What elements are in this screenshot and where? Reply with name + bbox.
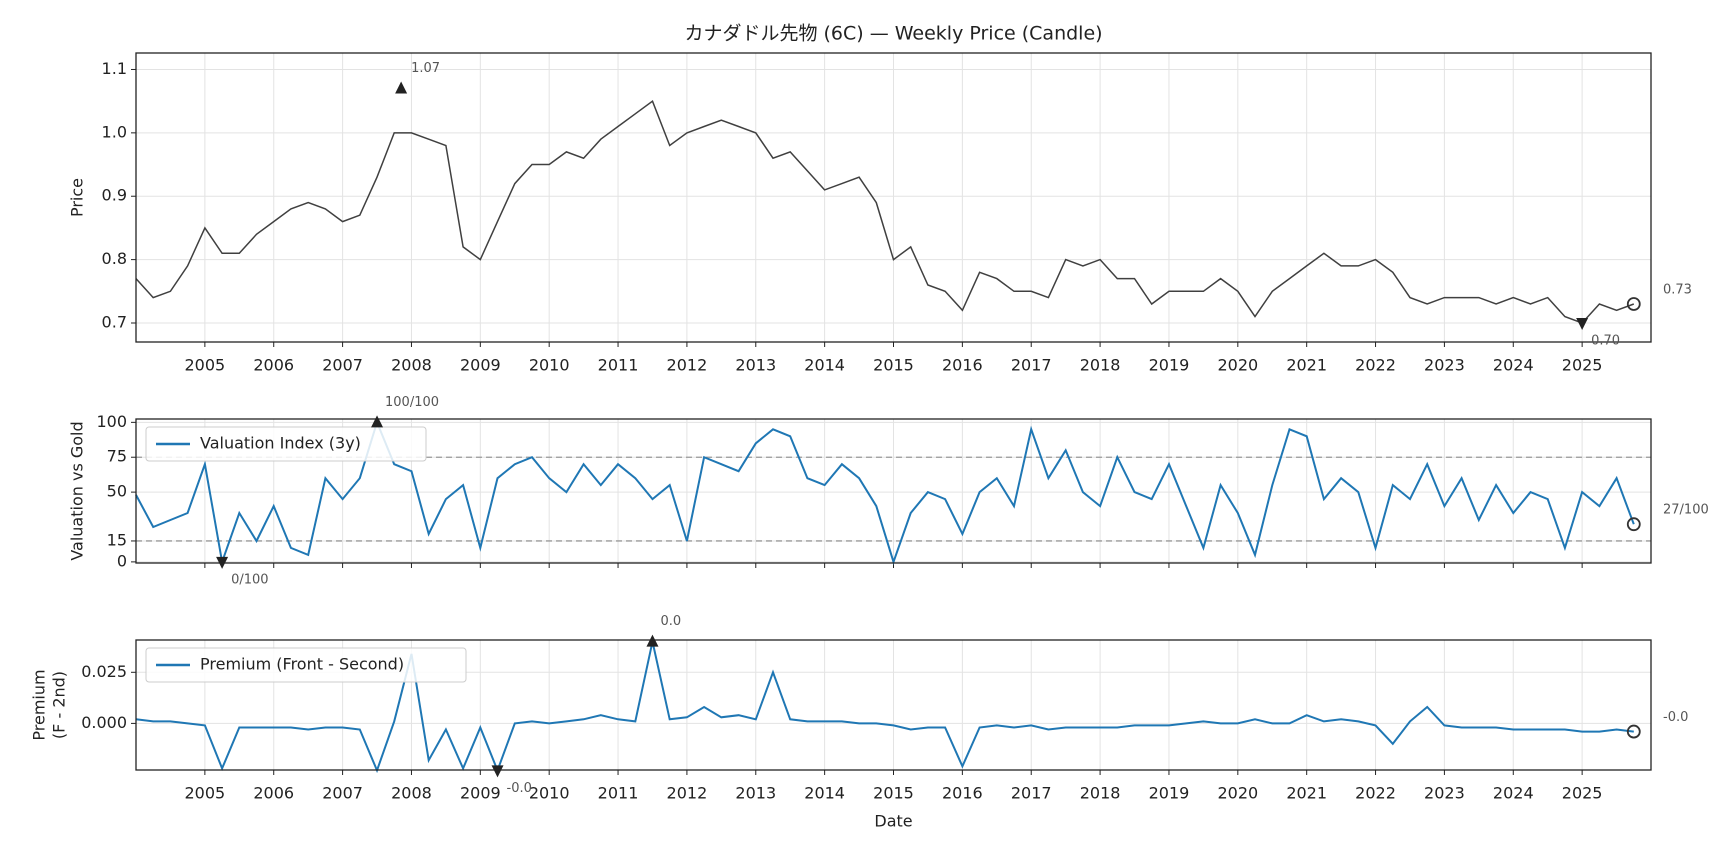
chart-title: カナダドル先物 (6C) — Weekly Price (Candle) (684, 23, 1102, 45)
annotation-label: 0/100 (231, 572, 268, 587)
y-tick-label: 1.0 (102, 122, 127, 141)
x-tick-label: 2010 (529, 784, 570, 803)
x-tick-label: 2025 (1562, 784, 1603, 803)
x-tick-label: 2006 (253, 784, 294, 803)
x-tick-label: 2009 (460, 356, 501, 375)
x-tick-label: 2006 (253, 356, 294, 375)
x-tick-label: 2022 (1355, 356, 1396, 375)
legend: Premium (Front - Second) (145, 647, 467, 683)
x-tick-label: 2013 (735, 784, 776, 803)
y-tick-label: 0.9 (102, 186, 127, 205)
annotation-marker (1626, 297, 1641, 311)
x-tick-label: 2007 (322, 784, 363, 803)
data-line (135, 641, 1634, 774)
x-tick-label: 2024 (1493, 356, 1534, 375)
annotation-marker (646, 634, 659, 647)
x-tick-label: 2015 (873, 784, 914, 803)
annotation-marker (491, 765, 504, 778)
x-tick-label: 2016 (942, 784, 983, 803)
y-tick-label: 15 (107, 530, 127, 549)
plot-frame (135, 418, 1652, 564)
x-tick-label: 2013 (735, 356, 776, 375)
x-axis-label: Date (874, 812, 912, 831)
annotation-label: 1.07 (411, 61, 440, 76)
y-axis-label: Price (68, 178, 87, 217)
x-tick-label: 2021 (1286, 356, 1327, 375)
y-tick-label: 0.025 (81, 662, 127, 681)
annotation-label: 100/100 (385, 395, 439, 410)
data-line (135, 100, 1635, 324)
annotation-label: -0.0 (507, 781, 532, 796)
x-tick-label: 2015 (873, 356, 914, 375)
x-tick-label: 2014 (804, 356, 845, 375)
x-tick-label: 2019 (1149, 356, 1190, 375)
x-tick-label: 2018 (1080, 356, 1121, 375)
x-tick-label: 2008 (391, 356, 432, 375)
annotation-marker (371, 415, 384, 428)
x-tick-label: 2017 (1011, 784, 1052, 803)
x-tick-label: 2020 (1217, 356, 1258, 375)
y-tick-label: 0.000 (81, 713, 127, 732)
y-axis-label: Premium (30, 669, 49, 740)
x-tick-label: 2023 (1424, 784, 1465, 803)
annotation-label: 0.70 (1591, 333, 1620, 348)
x-tick-label: 2005 (185, 356, 226, 375)
x-tick-label: 2010 (529, 356, 570, 375)
x-tick-label: 2011 (598, 784, 639, 803)
annotation-label: 0.73 (1663, 282, 1692, 297)
x-tick-label: 2020 (1217, 784, 1258, 803)
annotation-marker (395, 81, 408, 94)
x-tick-label: 2024 (1493, 784, 1534, 803)
annotation-marker (1576, 317, 1589, 330)
x-tick-label: 2012 (667, 356, 708, 375)
x-tick-label: 2025 (1562, 356, 1603, 375)
x-tick-label: 2021 (1286, 784, 1327, 803)
y-axis-label: Valuation vs Gold (68, 421, 87, 560)
legend-label: Valuation Index (3y) (200, 434, 361, 453)
x-tick-label: 2019 (1149, 784, 1190, 803)
annotation-label: 0.0 (660, 614, 681, 629)
annotation-label: 27/100 (1663, 503, 1709, 518)
annotation-marker (216, 556, 229, 569)
plot-frame (135, 639, 1652, 771)
x-tick-label: 2007 (322, 356, 363, 375)
annotation-label: -0.0 (1663, 710, 1688, 725)
y-tick-label: 0.8 (102, 249, 127, 268)
x-tick-label: 2014 (804, 784, 845, 803)
legend-box (145, 426, 427, 462)
x-tick-label: 2011 (598, 356, 639, 375)
y-tick-label: 100 (96, 412, 127, 431)
x-tick-label: 2005 (185, 784, 226, 803)
plot-frame (135, 52, 1652, 343)
x-tick-label: 2018 (1080, 784, 1121, 803)
x-tick-label: 2022 (1355, 784, 1396, 803)
y-tick-label: 50 (107, 482, 127, 501)
annotation-marker (1626, 517, 1641, 532)
annotation-marker (1626, 724, 1641, 739)
x-tick-label: 2009 (460, 784, 501, 803)
x-tick-label: 2008 (391, 784, 432, 803)
y-tick-label: 1.1 (102, 59, 127, 78)
y-tick-label: 0.7 (102, 312, 127, 331)
x-tick-label: 2017 (1011, 356, 1052, 375)
x-tick-label: 2023 (1424, 356, 1465, 375)
x-tick-label: 2016 (942, 356, 983, 375)
y-tick-label: 0 (117, 551, 127, 570)
x-tick-label: 2012 (667, 784, 708, 803)
y-tick-label: 75 (107, 447, 127, 466)
y-axis-label: (F - 2nd) (50, 671, 69, 739)
legend-label: Premium (Front - Second) (200, 655, 404, 674)
legend: Valuation Index (3y) (145, 426, 427, 462)
legend-box (145, 647, 467, 683)
